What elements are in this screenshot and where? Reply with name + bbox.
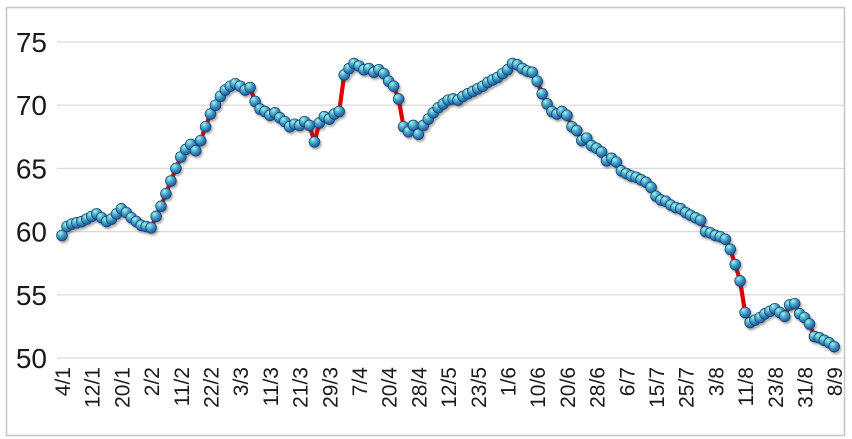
data-point-marker [739,306,751,319]
y-axis-tick-label: 60 [16,217,47,248]
x-axis-tick-label: 4/1 [52,367,75,396]
x-axis-tick-label: 8/9 [824,367,847,396]
data-point-marker [303,119,316,132]
x-axis-tick-label: 31/8 [795,367,818,408]
data-point-marker [531,75,543,87]
x-axis-tick-label: 23/5 [468,367,491,408]
data-point-marker [778,310,791,323]
data-point-marker [150,210,162,223]
data-point-marker [56,229,68,242]
data-point-marker [561,109,573,122]
y-axis-tick-label: 75 [16,27,47,58]
data-point-marker [694,214,707,226]
x-axis-tick-label: 25/7 [676,367,699,408]
data-point-marker [170,162,182,175]
x-axis-tick-label: 12/5 [438,367,461,408]
x-axis-tick-label: 1/6 [498,367,521,396]
data-point-marker [160,187,172,200]
series-markers [56,57,840,353]
data-point-marker [610,156,623,168]
data-point-marker [199,120,212,133]
y-axis-tick-label: 50 [16,343,47,374]
x-axis-tick-label: 29/3 [319,367,342,408]
data-point-marker [828,340,840,353]
data-point-marker [645,181,657,194]
x-axis-tick-label: 3/8 [705,367,728,396]
data-point-marker [189,144,202,157]
x-axis-tick-label: 22/2 [201,367,224,408]
data-point-marker [526,66,539,79]
data-point-marker [155,200,167,213]
data-point-marker [536,88,548,100]
x-axis: 4/1 12/1 20/1 2/2 11/2 22/2 3/3 11/3 21/3 29/3 7/4… [52,367,847,408]
data-point-marker [392,93,405,105]
data-point-marker [571,124,583,137]
y-axis-tick-label: 55 [16,280,47,311]
data-point-marker [803,318,816,330]
x-axis-tick-label: 11/2 [171,367,194,406]
x-axis-tick-label: 28/6 [587,367,610,408]
x-axis-tick-label: 23/8 [765,367,788,408]
data-point-marker [194,134,207,147]
data-point-marker [209,99,222,111]
x-axis-tick-label: 3/3 [230,367,253,396]
data-point-marker [734,275,746,287]
x-axis-tick-label: 7/4 [349,367,372,397]
y-axis-tick-label: 65 [16,153,47,184]
data-point-marker [724,243,737,256]
data-point-marker [145,222,157,234]
x-axis-tick-label: 12/1 [82,367,105,408]
x-axis-tick-label: 11/8 [735,367,758,406]
x-axis-tick-label: 20/4 [379,367,402,408]
data-point-marker [165,175,177,187]
x-axis-tick-label: 20/6 [557,367,580,408]
x-axis-tick-label: 20/1 [111,367,134,408]
data-point-marker [333,105,345,118]
y-axis-tick-label: 70 [16,90,47,121]
data-point-marker [595,146,608,158]
x-axis-tick-label: 6/7 [616,367,639,396]
data-point-marker [204,108,217,120]
data-point-marker [387,80,400,92]
x-axis-tick-label: 21/3 [290,367,313,408]
data-point-marker [412,128,425,141]
y-axis: 50 55 60 65 70 75 [16,27,47,374]
x-axis-tick-label: 11/3 [260,367,283,406]
data-point-marker [719,233,732,245]
x-axis-tick-label: 15/7 [646,367,669,408]
data-point-marker [788,297,801,310]
data-point-marker [308,136,321,148]
x-axis-tick-label: 28/4 [408,367,431,408]
x-axis-tick-label: 2/2 [141,367,164,396]
chart-root: 50 55 60 65 70 75 4/1 12/1 20/1 2/2 11/2 22/2 3/3 11/… [5,6,847,437]
data-point-marker [729,258,741,271]
x-axis-tick-label: 10/6 [527,367,550,408]
data-point-marker [244,81,256,94]
